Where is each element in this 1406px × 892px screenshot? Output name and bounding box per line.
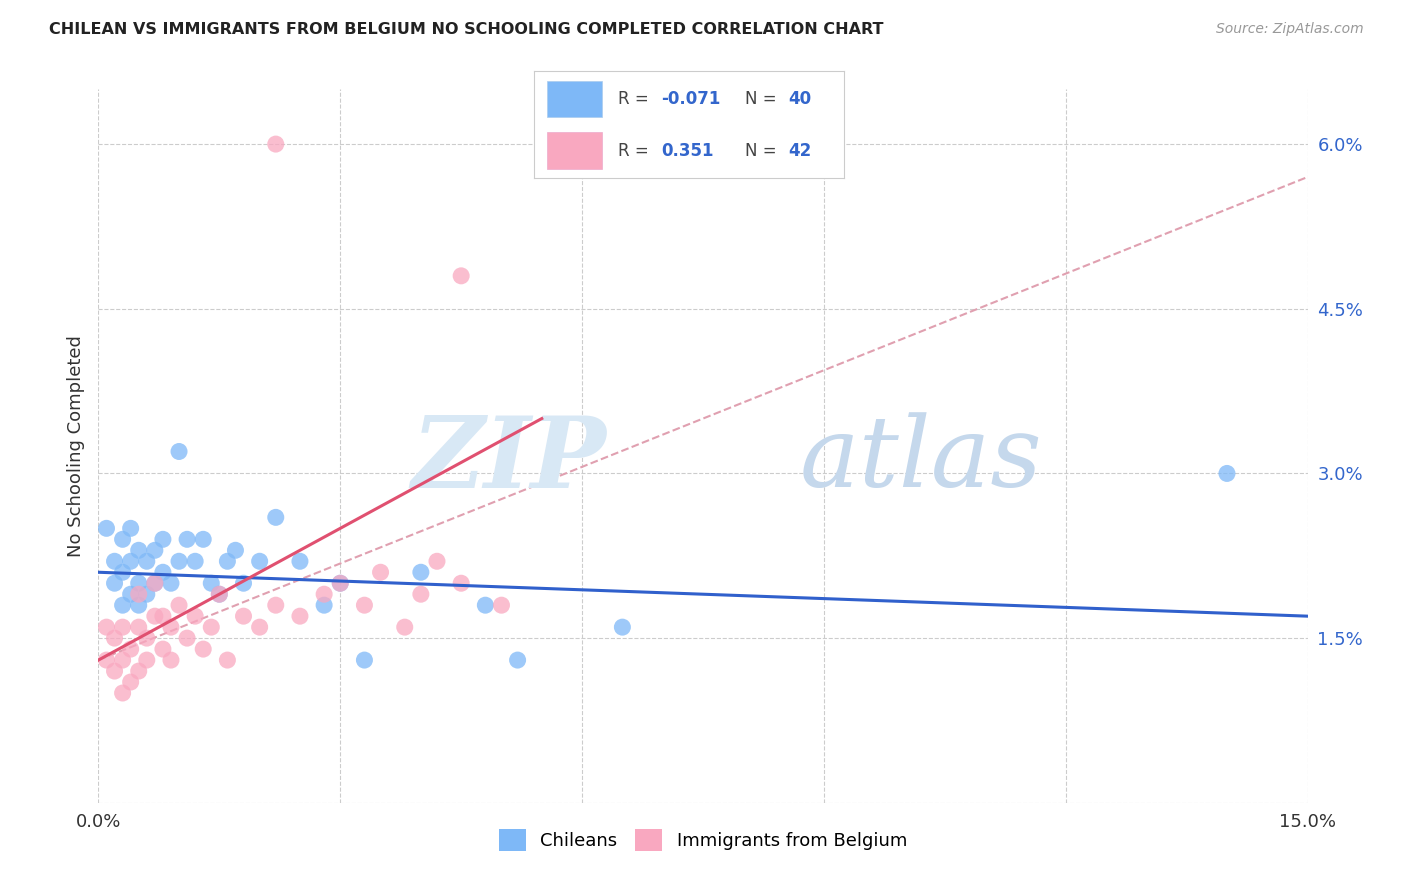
- Point: [426, 554, 449, 568]
- Point: [120, 554, 142, 568]
- Point: [329, 576, 352, 591]
- Point: [160, 576, 183, 591]
- Legend: Chileans, Immigrants from Belgium: Chileans, Immigrants from Belgium: [492, 822, 914, 858]
- Point: [135, 631, 157, 645]
- Point: [353, 598, 375, 612]
- Point: [135, 587, 157, 601]
- Point: [208, 587, 231, 601]
- Point: [103, 554, 125, 568]
- Text: 42: 42: [787, 142, 811, 160]
- Point: [314, 598, 336, 612]
- Point: [217, 653, 239, 667]
- Point: [208, 587, 231, 601]
- Point: [128, 576, 150, 591]
- Point: [111, 566, 134, 580]
- Text: Source: ZipAtlas.com: Source: ZipAtlas.com: [1216, 22, 1364, 37]
- Point: [111, 620, 134, 634]
- Text: 40: 40: [787, 90, 811, 108]
- Point: [152, 533, 174, 547]
- Text: -0.071: -0.071: [661, 90, 720, 108]
- Point: [249, 620, 271, 634]
- Point: [264, 510, 287, 524]
- Point: [200, 620, 222, 634]
- Point: [249, 554, 271, 568]
- Point: [143, 543, 166, 558]
- Text: CHILEAN VS IMMIGRANTS FROM BELGIUM NO SCHOOLING COMPLETED CORRELATION CHART: CHILEAN VS IMMIGRANTS FROM BELGIUM NO SC…: [49, 22, 884, 37]
- Point: [394, 620, 416, 634]
- Point: [160, 620, 183, 634]
- Text: ZIP: ZIP: [412, 412, 606, 508]
- Point: [152, 566, 174, 580]
- Point: [111, 533, 134, 547]
- Point: [111, 686, 134, 700]
- Point: [217, 554, 239, 568]
- Point: [120, 642, 142, 657]
- Point: [128, 543, 150, 558]
- Y-axis label: No Schooling Completed: No Schooling Completed: [66, 335, 84, 557]
- Point: [111, 653, 134, 667]
- Point: [450, 576, 472, 591]
- Point: [143, 576, 166, 591]
- Point: [314, 587, 336, 601]
- Text: R =: R =: [617, 90, 654, 108]
- Point: [184, 609, 207, 624]
- Point: [111, 598, 134, 612]
- Point: [103, 576, 125, 591]
- Point: [167, 554, 190, 568]
- Point: [232, 609, 254, 624]
- Point: [409, 566, 432, 580]
- Point: [96, 521, 118, 535]
- Point: [152, 609, 174, 624]
- Point: [152, 642, 174, 657]
- Point: [120, 587, 142, 601]
- Point: [176, 533, 198, 547]
- Point: [128, 664, 150, 678]
- Point: [370, 566, 392, 580]
- Point: [264, 137, 287, 152]
- Point: [491, 598, 513, 612]
- Point: [474, 598, 496, 612]
- Point: [120, 675, 142, 690]
- Point: [612, 620, 634, 634]
- Point: [160, 653, 183, 667]
- Point: [200, 576, 222, 591]
- FancyBboxPatch shape: [547, 81, 602, 118]
- Point: [135, 653, 157, 667]
- Text: N =: N =: [745, 142, 782, 160]
- Point: [232, 576, 254, 591]
- Text: R =: R =: [617, 142, 654, 160]
- Point: [103, 631, 125, 645]
- Text: atlas: atlas: [800, 413, 1042, 508]
- Point: [120, 521, 142, 535]
- Point: [450, 268, 472, 283]
- Point: [506, 653, 529, 667]
- Point: [128, 587, 150, 601]
- FancyBboxPatch shape: [547, 132, 602, 169]
- Text: 0.351: 0.351: [661, 142, 714, 160]
- Point: [128, 620, 150, 634]
- Point: [143, 609, 166, 624]
- Point: [128, 598, 150, 612]
- Point: [167, 598, 190, 612]
- Point: [409, 587, 432, 601]
- Point: [329, 576, 352, 591]
- Point: [264, 598, 287, 612]
- Point: [135, 554, 157, 568]
- Point: [176, 631, 198, 645]
- Point: [224, 543, 246, 558]
- Point: [96, 620, 118, 634]
- Point: [143, 576, 166, 591]
- Point: [288, 554, 311, 568]
- Point: [193, 642, 215, 657]
- Point: [288, 609, 311, 624]
- Point: [103, 664, 125, 678]
- Point: [193, 533, 215, 547]
- Point: [184, 554, 207, 568]
- Point: [353, 653, 375, 667]
- Point: [1216, 467, 1239, 481]
- Point: [167, 444, 190, 458]
- Point: [96, 653, 118, 667]
- Text: N =: N =: [745, 90, 782, 108]
